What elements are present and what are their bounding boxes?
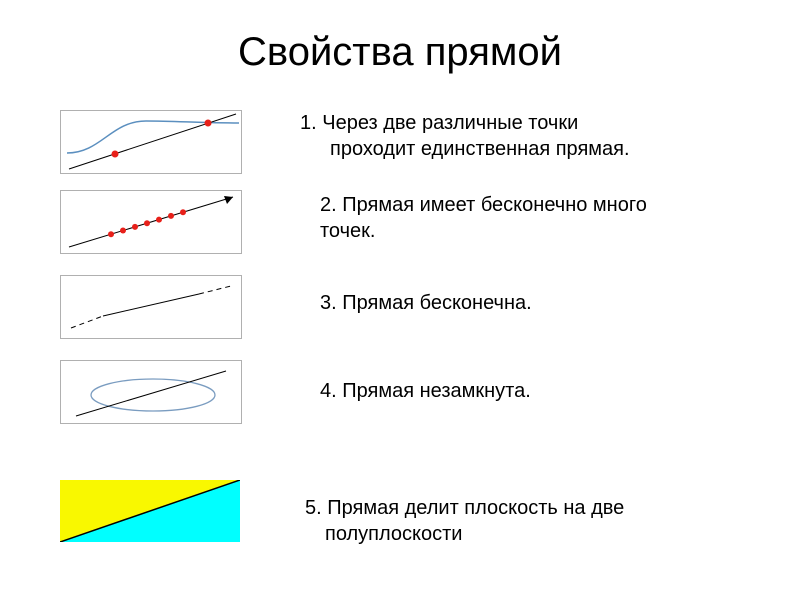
line-dash-left bbox=[71, 316, 103, 328]
line bbox=[76, 371, 226, 416]
text-line: 2. Прямая имеет бесконечно много bbox=[320, 194, 647, 216]
point-4-text: 4. Прямая незамкнута. bbox=[320, 378, 531, 404]
text-line: полуплоскости bbox=[305, 521, 462, 547]
point-3-text: 3. Прямая бесконечна. bbox=[320, 290, 532, 316]
thumb-3 bbox=[60, 275, 242, 339]
text-line: 1. Через две различные точки bbox=[300, 112, 578, 134]
line bbox=[69, 197, 233, 247]
text-line: 5. Прямая делит плоскость на две bbox=[305, 497, 624, 519]
page-title: Свойства прямой bbox=[0, 30, 800, 75]
point-dot bbox=[205, 120, 212, 127]
text-line: проходит единственная прямая. bbox=[300, 136, 630, 162]
thumb-1 bbox=[60, 110, 242, 174]
text-line: 3. Прямая бесконечна. bbox=[320, 292, 532, 314]
line-dash-right bbox=[199, 286, 231, 294]
point-1-text: 1. Через две различные точки проходит ед… bbox=[300, 110, 630, 162]
slide: Свойства прямой bbox=[0, 0, 800, 600]
point-5-text: 5. Прямая делит плоскость на две полупло… bbox=[305, 495, 624, 547]
point-dot bbox=[112, 151, 119, 158]
point-2-text: 2. Прямая имеет бесконечно много точек. bbox=[320, 192, 647, 244]
text-line: точек. bbox=[320, 220, 375, 242]
thumb-5 bbox=[60, 480, 240, 542]
arrowhead bbox=[224, 196, 233, 204]
thumb-4 bbox=[60, 360, 242, 424]
thumb-2 bbox=[60, 190, 242, 254]
red-dots bbox=[108, 209, 186, 237]
curve bbox=[67, 121, 239, 153]
text-line: 4. Прямая незамкнута. bbox=[320, 380, 531, 402]
line-solid bbox=[103, 294, 199, 316]
halfplane-svg bbox=[60, 480, 240, 542]
